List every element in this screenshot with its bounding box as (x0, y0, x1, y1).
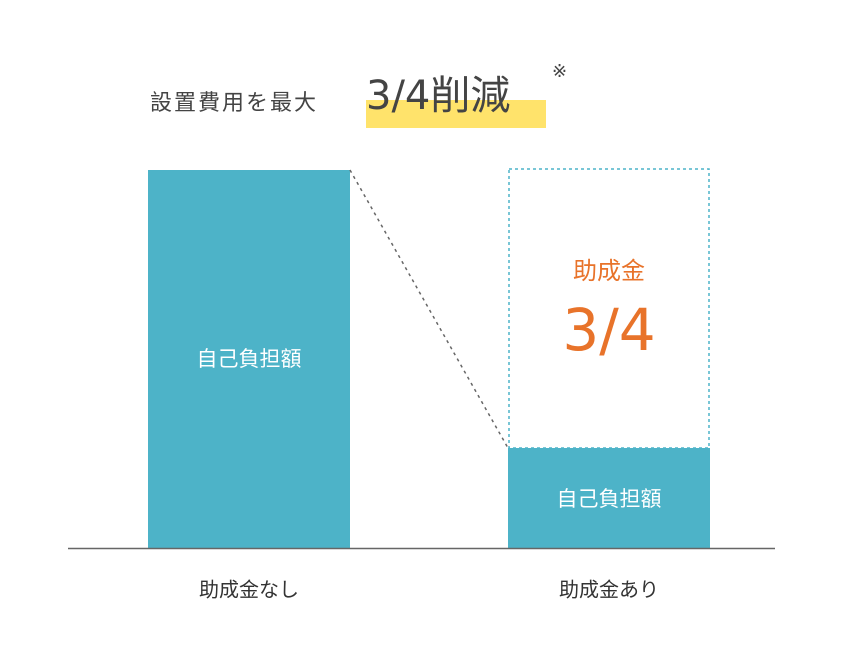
category-label: 助成金なし (199, 578, 299, 602)
connector (349, 169, 509, 449)
subsidy-label: 助成金 (573, 257, 645, 285)
title-lead: 設置費用を最大 (150, 91, 318, 116)
note-mark: ※ (552, 61, 567, 82)
bar-with-subsidy (508, 448, 710, 548)
bar-label: 自己負担額 (557, 487, 662, 511)
category-label: 助成金あり (559, 578, 659, 602)
subsidy-ratio: 3/4 (562, 296, 655, 364)
bar-without-subsidy (148, 170, 350, 548)
bar-label: 自己負担額 (197, 347, 302, 371)
highlight-band (366, 100, 546, 128)
title-highlight: 3/4削減 (366, 73, 510, 119)
